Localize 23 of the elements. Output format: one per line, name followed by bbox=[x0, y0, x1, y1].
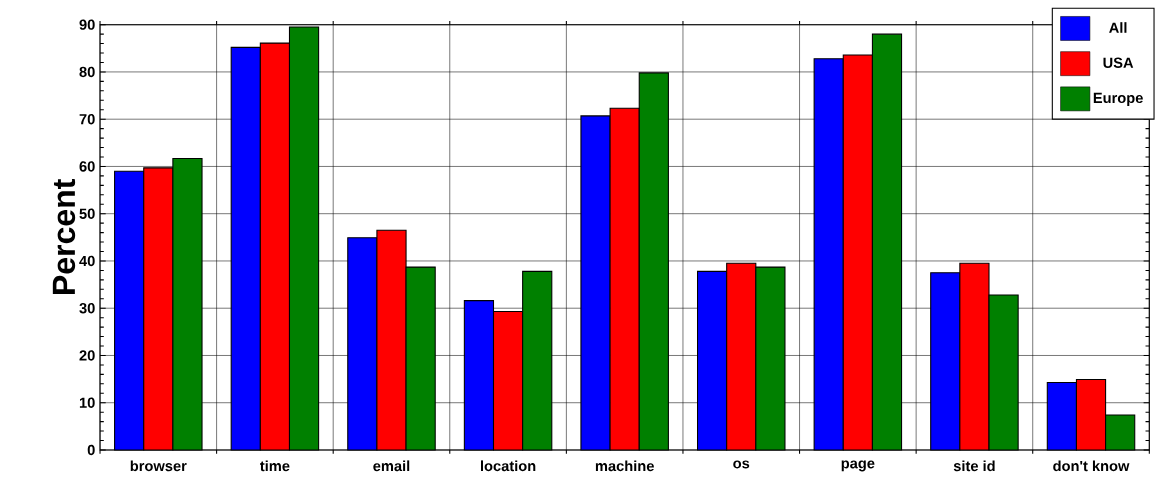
y-axis-title: Percent bbox=[52, 179, 76, 294]
x-tick-label: os bbox=[733, 460, 750, 469]
y-tick-label: 0 bbox=[87, 444, 95, 456]
y-tick-label: 90 bbox=[79, 19, 95, 30]
x-tick-label: time bbox=[260, 460, 290, 472]
y-tick-label: 40 bbox=[79, 255, 95, 267]
legend-label: USA bbox=[1103, 57, 1134, 68]
x-tick-label: machine bbox=[595, 460, 654, 472]
y-tick-label: 30 bbox=[79, 303, 95, 314]
x-tick-label: location bbox=[480, 460, 536, 472]
y-tick-label: 50 bbox=[79, 208, 95, 219]
x-tick-label: page bbox=[841, 460, 875, 472]
x-tick-label: email bbox=[373, 460, 410, 472]
y-tick-label: 60 bbox=[79, 161, 95, 172]
x-tick-label: browser bbox=[130, 460, 187, 472]
y-tick-label: 80 bbox=[79, 66, 95, 78]
legend-label: All bbox=[1109, 22, 1127, 33]
y-tick-label: 70 bbox=[79, 114, 95, 125]
x-tick-label: site id bbox=[953, 460, 995, 472]
y-tick-label: 10 bbox=[79, 397, 95, 408]
y-tick-label: 20 bbox=[79, 350, 95, 361]
x-tick-label: don't know bbox=[1053, 460, 1130, 472]
legend-label: Europe bbox=[1093, 92, 1143, 106]
